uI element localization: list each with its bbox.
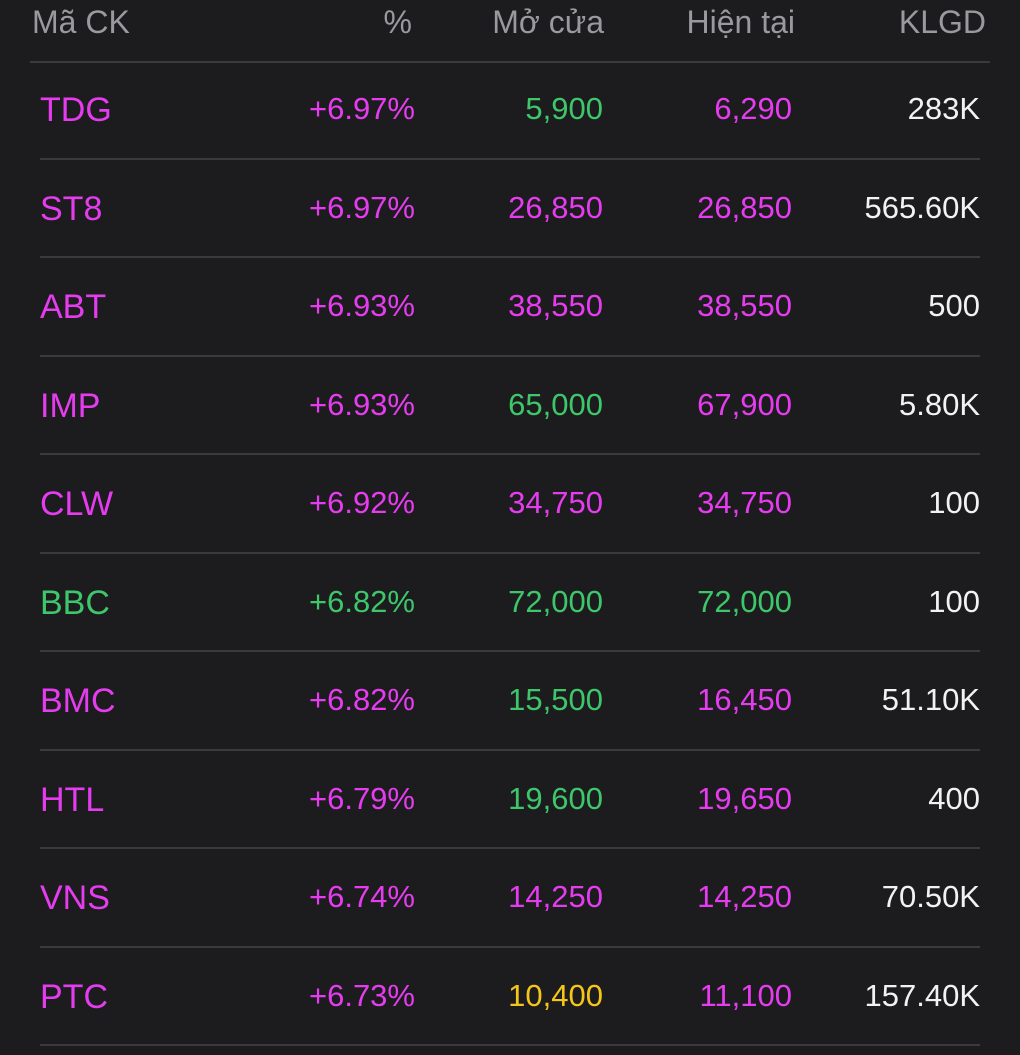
stock-symbol: PTC <box>40 977 108 1016</box>
percent-change: +6.73% <box>308 977 415 1013</box>
open-price: 15,500 <box>508 682 603 717</box>
trade-volume: 157.40K <box>864 977 981 1013</box>
table-row[interactable]: IMP +6.93% 65,000 67,900 5.80K <box>40 357 980 455</box>
open-price: 5,900 <box>525 91 603 126</box>
trade-volume: 500 <box>928 288 980 323</box>
header-open-price[interactable]: Mở cửa <box>492 4 604 40</box>
current-price: 11,100 <box>699 977 792 1013</box>
table-row[interactable]: ST8 +6.97% 26,850 26,850 565.60K <box>40 160 981 258</box>
current-price: 38,550 <box>697 288 792 323</box>
table-row[interactable]: ABT +6.93% 38,550 38,550 500 <box>40 258 980 357</box>
percent-change: +6.93% <box>308 288 415 323</box>
table-row[interactable]: CLW +6.92% 34,750 34,750 100 <box>40 455 980 554</box>
trade-volume: 100 <box>928 485 980 520</box>
current-price: 26,850 <box>697 189 792 225</box>
stock-symbol: ABT <box>40 288 107 326</box>
stock-symbol: IMP <box>40 386 101 425</box>
table-header: Mã CK % Mở cửa Hiện tại KLGD <box>30 0 990 63</box>
trade-volume: 70.50K <box>881 879 980 914</box>
trade-volume: 400 <box>928 780 980 816</box>
percent-change: +6.97% <box>308 91 415 126</box>
stock-symbol: BMC <box>40 682 116 720</box>
table-row[interactable]: BMC +6.82% 15,500 16,450 51.10K <box>40 652 980 751</box>
stock-symbol: VNS <box>40 879 110 917</box>
percent-change: +6.74% <box>308 879 415 914</box>
trade-volume: 100 <box>928 583 980 619</box>
open-price: 38,550 <box>508 288 603 323</box>
table-row[interactable]: VNS +6.74% 14,250 14,250 70.50K <box>40 849 980 948</box>
current-price: 34,750 <box>697 485 792 520</box>
current-price: 67,900 <box>697 386 792 422</box>
trade-volume: 51.10K <box>881 682 980 717</box>
table-row[interactable]: TDG +6.97% 5,900 6,290 283K <box>40 61 980 160</box>
header-symbol[interactable]: Mã CK <box>32 4 130 40</box>
percent-change: +6.82% <box>308 682 415 717</box>
percent-change: +6.93% <box>308 386 415 422</box>
open-price: 65,000 <box>508 386 603 422</box>
open-price: 14,250 <box>508 879 603 914</box>
stock-symbol: BBC <box>40 583 110 622</box>
open-price: 19,600 <box>508 780 603 816</box>
trade-volume: 5.80K <box>898 386 980 422</box>
current-price: 16,450 <box>697 682 792 717</box>
current-price: 72,000 <box>697 583 792 619</box>
trade-volume: 283K <box>907 91 980 126</box>
percent-change: +6.82% <box>308 583 415 619</box>
trade-volume: 565.60K <box>864 189 981 225</box>
header-volume[interactable]: KLGD <box>898 4 986 40</box>
stock-symbol: ST8 <box>40 189 103 228</box>
percent-change: +6.79% <box>308 780 415 816</box>
open-price: 10,400 <box>508 977 603 1013</box>
current-price: 14,250 <box>697 879 792 914</box>
stock-symbol: HTL <box>40 780 105 819</box>
open-price: 26,850 <box>508 189 603 225</box>
current-price: 19,650 <box>697 780 792 816</box>
stock-symbol: CLW <box>40 485 114 523</box>
table-row[interactable]: PTC +6.73% 10,400 11,100 157.40K <box>40 948 981 1046</box>
table-row[interactable]: HTL +6.79% 19,600 19,650 400 <box>40 751 980 849</box>
header-current-price[interactable]: Hiện tại <box>686 4 796 40</box>
current-price: 6,290 <box>714 91 792 126</box>
open-price: 34,750 <box>508 485 603 520</box>
open-price: 72,000 <box>508 583 603 619</box>
header-percent[interactable]: % <box>383 4 412 40</box>
percent-change: +6.97% <box>308 189 415 225</box>
stock-list: TDG +6.97% 5,900 6,290 283K ST8 +6.97% 26,850 26… <box>40 61 980 1046</box>
stock-symbol: TDG <box>40 91 112 129</box>
table-row[interactable]: BBC +6.82% 72,000 72,000 100 <box>40 554 980 652</box>
percent-change: +6.92% <box>308 485 415 520</box>
